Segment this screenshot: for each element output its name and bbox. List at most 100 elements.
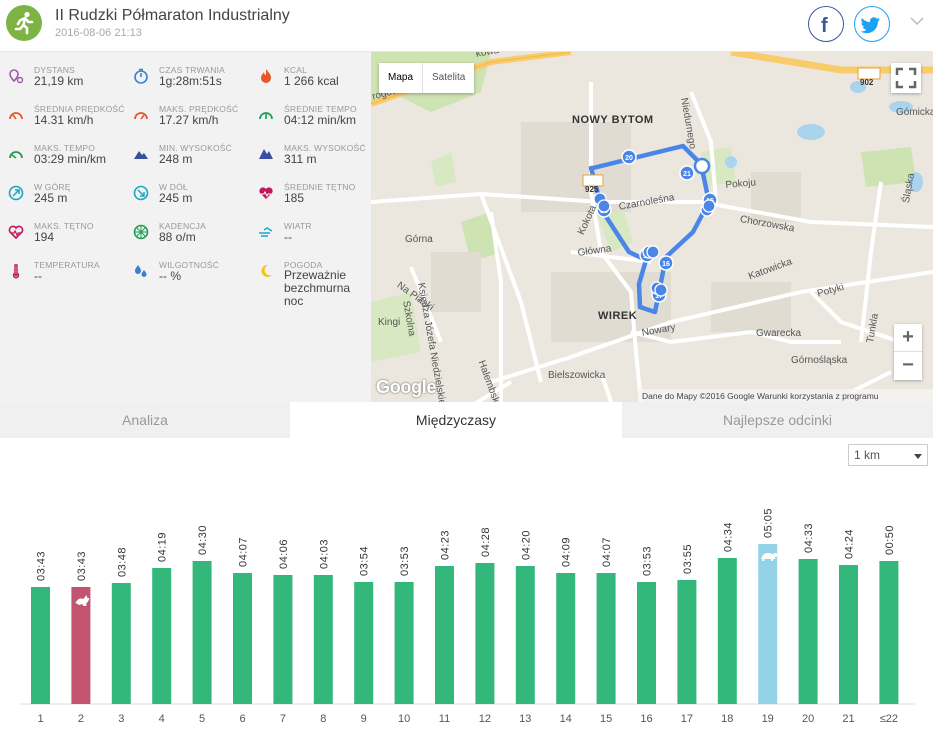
fullscreen-button[interactable] — [891, 63, 921, 93]
split-bar-group[interactable]: 04:33 20 — [798, 523, 818, 725]
split-bar-group[interactable]: 03:43 2 — [71, 551, 91, 725]
split-bar-group[interactable]: 03:48 3 — [111, 547, 131, 725]
split-category-label: 14 — [560, 713, 572, 725]
road-shield-902 — [857, 67, 881, 80]
split-bar[interactable] — [556, 573, 576, 704]
split-bar[interactable] — [879, 561, 899, 704]
pace-icon — [259, 112, 273, 120]
split-bar[interactable] — [192, 561, 212, 704]
split-bar-group[interactable]: 03:53 16 — [637, 546, 656, 725]
stat-flame: Kcal 1 266 kcal — [250, 52, 375, 90]
split-bar[interactable] — [435, 566, 454, 704]
split-bar-group[interactable]: 03:53 10 — [394, 546, 414, 725]
split-bar[interactable] — [233, 573, 252, 704]
stat-value: -- — [34, 269, 42, 283]
stat-label: Min. wysokość — [159, 143, 232, 153]
stat-droplets: Wilgotność -- % — [125, 247, 250, 285]
stat-value: 14.31 km/h — [34, 113, 94, 127]
split-bar[interactable] — [839, 565, 858, 704]
split-bar[interactable] — [596, 573, 616, 704]
stat-heart: Średnie tętno 185 — [250, 169, 375, 207]
split-bar[interactable] — [637, 582, 656, 704]
speedometer-icon — [9, 112, 23, 120]
split-bar[interactable] — [515, 566, 535, 704]
route-marker[interactable]: 21 — [679, 165, 695, 181]
map-type-satellite-button[interactable]: Satelita — [432, 72, 466, 83]
split-bar-group[interactable]: 04:24 21 — [839, 529, 858, 725]
zoom-in-button[interactable]: + — [894, 324, 922, 352]
split-bar-group[interactable]: 04:19 4 — [152, 532, 172, 725]
map-label: WIREK — [598, 310, 638, 322]
split-time-label: 05:05 — [763, 508, 775, 538]
split-bar-group[interactable]: 04:23 11 — [435, 530, 454, 725]
split-bar-group[interactable]: 04:07 15 — [596, 537, 616, 725]
stat-value: 311 m — [284, 152, 317, 166]
map-type-map-button[interactable]: Mapa — [379, 63, 424, 93]
split-bar[interactable] — [758, 544, 778, 704]
stat-label: W dół — [159, 182, 188, 192]
split-distance-select[interactable]: 1 km — [848, 444, 928, 466]
split-bar[interactable] — [475, 563, 495, 704]
split-bar[interactable] — [71, 587, 91, 704]
stat-label: Dystans — [34, 65, 75, 75]
split-bar-group[interactable]: 03:55 17 — [677, 544, 697, 725]
stat-value: Przeważnie bezchmurna noc — [284, 268, 351, 308]
split-distance-value: 1 km — [854, 448, 881, 462]
split-bar-group[interactable]: 04:06 7 — [273, 539, 293, 725]
map-canvas[interactable]: 20211915181617 — [371, 52, 933, 402]
split-category-label: ≤22 — [880, 713, 898, 725]
split-bar-group[interactable]: 00:50 ≤22 — [879, 525, 899, 725]
split-bar[interactable] — [273, 575, 293, 704]
split-bar[interactable] — [798, 559, 818, 704]
split-time-label: 04:19 — [157, 532, 169, 562]
route-marker[interactable]: 16 — [658, 255, 674, 271]
chevron-down-icon[interactable] — [910, 14, 924, 28]
split-category-label: 9 — [361, 713, 367, 725]
split-bar[interactable] — [111, 583, 131, 704]
map-attribution[interactable]: Dane do Mapy ©2016 Google Warunki korzys… — [638, 389, 933, 402]
split-time-label: 04:33 — [803, 523, 815, 553]
split-bar-group[interactable]: 03:54 9 — [354, 546, 374, 725]
split-bar[interactable] — [354, 582, 374, 704]
split-bar-group[interactable]: 04:28 12 — [475, 527, 495, 725]
split-bar[interactable] — [31, 587, 50, 704]
route-marker[interactable]: 20 — [621, 149, 637, 165]
stat-label: Średnie tętno — [284, 182, 356, 192]
split-bar-group[interactable]: 04:09 14 — [556, 537, 576, 725]
split-bar-group[interactable]: 04:20 13 — [515, 530, 535, 725]
stat-value: 245 m — [159, 191, 193, 205]
split-time-label: 03:48 — [116, 547, 128, 577]
split-bar[interactable] — [677, 580, 697, 704]
split-bar[interactable] — [394, 582, 414, 704]
tab-miedzyczasy[interactable]: Międzyczasy — [290, 402, 622, 438]
tab-analiza[interactable]: Analiza — [122, 412, 168, 428]
split-bar[interactable] — [152, 568, 172, 704]
header: II Rudzki Półmaraton Industrialny 2016-0… — [0, 0, 933, 52]
split-category-label: 10 — [398, 713, 410, 725]
split-time-label: 03:53 — [642, 546, 654, 576]
split-bar-group[interactable]: 04:03 8 — [313, 539, 333, 725]
facebook-share-button[interactable]: f — [808, 6, 844, 42]
twitter-share-button[interactable] — [854, 6, 890, 42]
zoom-out-button[interactable]: − — [902, 354, 914, 376]
split-bar-group[interactable]: 04:34 18 — [717, 522, 737, 725]
split-bar[interactable] — [313, 575, 333, 704]
flame-icon — [261, 69, 271, 83]
tab-najlepsze-odcinki[interactable]: Najlepsze odcinki — [723, 412, 832, 428]
splits-chart-area: 1 km 03:43 1 03:43 2 03:48 3 04:19 4 04:30 5 04:07… — [0, 438, 933, 730]
split-category-label: 2 — [78, 713, 84, 725]
split-bar-group[interactable]: 04:30 5 — [192, 525, 212, 725]
stat-stopwatch: Czas trwania 1g:28m:51s — [125, 52, 250, 90]
route-start-marker[interactable] — [693, 157, 711, 175]
split-bar-group[interactable]: 03:43 1 — [31, 551, 50, 725]
split-bar-group[interactable]: 04:07 6 — [233, 537, 252, 725]
map-label: 925 — [585, 185, 599, 194]
split-bar[interactable] — [717, 558, 737, 704]
split-category-label: 16 — [640, 713, 652, 725]
zoom-control: + − — [894, 324, 922, 380]
route-map[interactable]: 20211915181617 NOWY BYTOMWIREKCzarnoleśn… — [371, 52, 933, 402]
split-bar-group[interactable]: 05:05 19 — [758, 508, 778, 725]
stat-value: 17.27 km/h — [159, 113, 219, 127]
split-time-label: 03:43 — [76, 551, 88, 581]
stat-value: 1g:28m:51s — [159, 74, 222, 88]
